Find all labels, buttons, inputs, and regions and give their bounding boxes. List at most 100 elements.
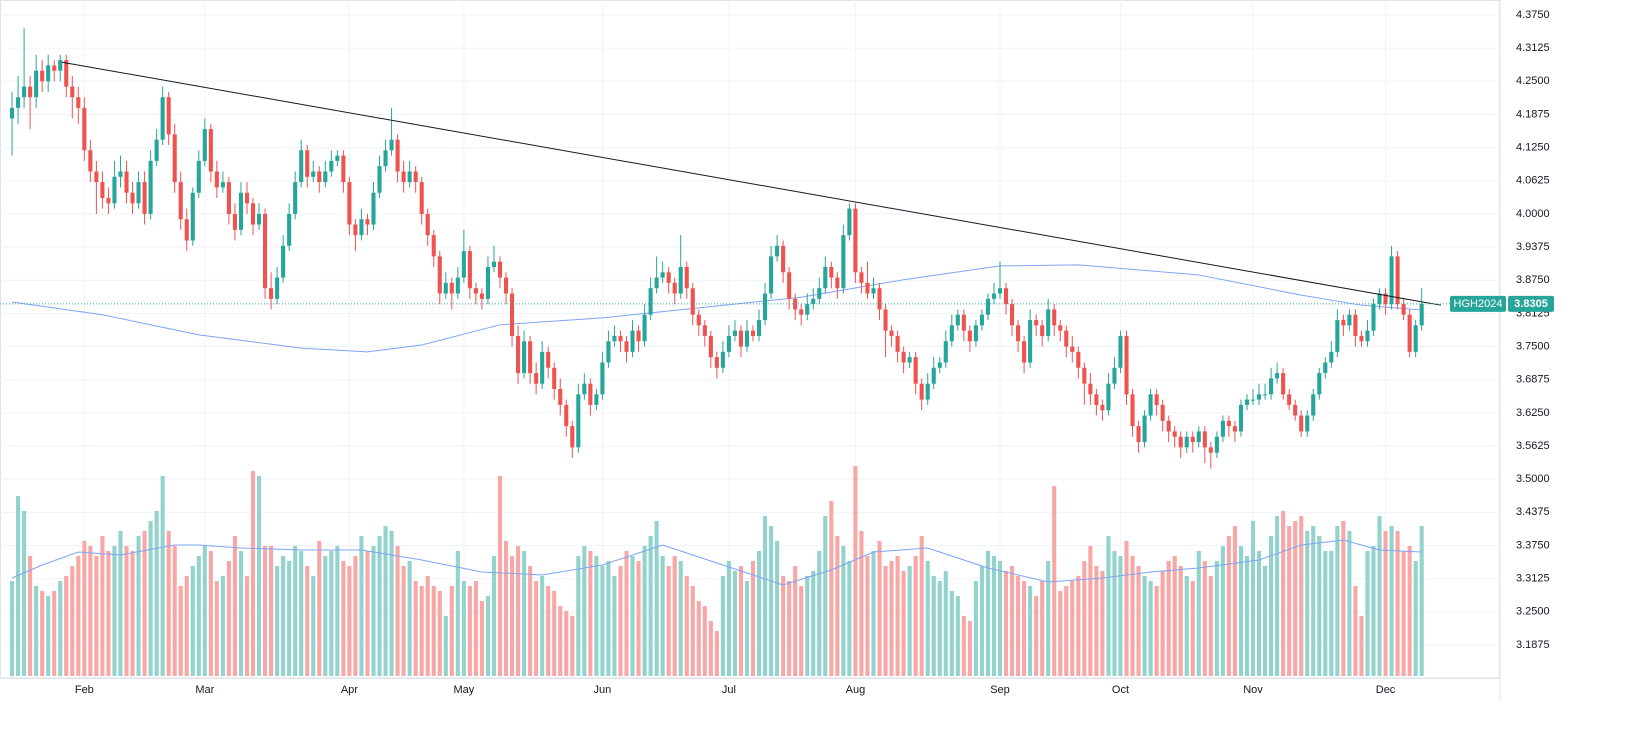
- volume-bar: [377, 536, 382, 676]
- candle-body: [1317, 373, 1322, 395]
- candle-body: [522, 341, 527, 374]
- volume-bar: [1238, 546, 1244, 676]
- x-tick-label: Jun: [594, 684, 612, 696]
- candle-body: [58, 60, 63, 71]
- candle-body: [263, 213, 268, 289]
- volume-bar: [919, 536, 924, 676]
- volume-bar: [1160, 571, 1165, 676]
- candle-body: [787, 272, 792, 299]
- symbol-label: HGH2024: [1454, 298, 1503, 310]
- candle-body: [112, 176, 117, 204]
- volume-bar: [1070, 581, 1075, 676]
- volume-bar: [847, 561, 852, 676]
- volume-bar: [281, 556, 286, 676]
- volume-bar: [510, 556, 515, 676]
- candle-body: [690, 288, 695, 315]
- y-tick-label: 3.7500: [1516, 340, 1550, 352]
- volume-bar: [973, 581, 978, 676]
- candle-body: [1293, 404, 1298, 416]
- volume-bar: [660, 556, 665, 676]
- candle-body: [64, 60, 69, 87]
- candle-body: [76, 97, 81, 108]
- volume-bar: [883, 566, 888, 676]
- volume-bar: [1082, 561, 1087, 676]
- volume-bar: [1058, 591, 1063, 676]
- candle-body: [202, 129, 207, 161]
- candle-body: [871, 288, 876, 294]
- volume-bar: [763, 516, 768, 676]
- candle-body: [238, 192, 244, 230]
- candle-body: [510, 293, 515, 336]
- volume-bar: [214, 581, 219, 676]
- candle-body: [130, 192, 135, 204]
- candle-body: [853, 208, 858, 273]
- candle-body: [985, 298, 990, 315]
- volume-bar: [1256, 551, 1262, 676]
- candle-body: [94, 171, 99, 183]
- candle-body: [172, 134, 177, 183]
- volume-bar: [383, 526, 388, 676]
- candle-body: [1178, 436, 1183, 448]
- candle-body: [907, 357, 912, 363]
- volume-bar: [1196, 551, 1201, 676]
- candle-body: [154, 139, 159, 161]
- volume-bar: [142, 531, 147, 676]
- candle-body: [473, 288, 478, 294]
- x-tick-label: Dec: [1376, 684, 1396, 696]
- volume-bar: [431, 586, 436, 676]
- candle-body: [1407, 314, 1412, 352]
- candle-body: [196, 160, 201, 193]
- candle-body: [528, 341, 533, 374]
- volume-bar: [997, 561, 1003, 676]
- candle-body: [1359, 335, 1364, 342]
- volume-bar: [955, 596, 960, 676]
- volume-bar: [503, 541, 509, 676]
- candle-body: [744, 330, 750, 347]
- candle-body: [287, 213, 292, 246]
- candle-body: [1094, 394, 1099, 405]
- volume-bar: [130, 551, 135, 676]
- volume-bar: [359, 536, 364, 676]
- candle-body: [1220, 420, 1225, 437]
- candle-body: [1419, 303, 1424, 326]
- price-ma-line: [11, 264, 1422, 353]
- candle-body: [443, 282, 448, 294]
- candle-body: [395, 139, 400, 172]
- y-tick-label: 4.0000: [1516, 208, 1550, 220]
- y-tick-label: 3.5625: [1516, 440, 1550, 452]
- volume-bar: [949, 591, 954, 676]
- volume-bar: [1293, 521, 1298, 676]
- volume-bar: [479, 601, 484, 676]
- volume-bar: [1184, 576, 1189, 676]
- candle-body: [558, 389, 563, 405]
- candle-body: [142, 182, 147, 214]
- candle-body: [756, 320, 762, 336]
- volume-bar: [582, 546, 587, 676]
- candle-body: [708, 335, 713, 358]
- volume-bar: [1010, 566, 1015, 676]
- candle-body: [232, 213, 237, 230]
- candle-body: [1010, 304, 1015, 326]
- candle-body: [305, 150, 310, 177]
- volume-bar: [1341, 521, 1346, 676]
- y-tick-label: 3.9375: [1516, 241, 1550, 253]
- candle-body: [1238, 404, 1244, 432]
- candle-body: [648, 288, 653, 315]
- volume-bar: [1329, 551, 1334, 676]
- volume-bar: [299, 551, 304, 676]
- candle-body: [431, 235, 436, 257]
- y-tick-label: 4.1875: [1516, 108, 1550, 120]
- volume-bar: [967, 621, 972, 676]
- volume-bar: [1371, 546, 1376, 676]
- volume-bar: [1275, 516, 1280, 676]
- candle-body: [106, 198, 111, 204]
- candle-body: [642, 314, 647, 342]
- candle-body: [40, 70, 45, 82]
- candle-body: [419, 182, 424, 214]
- volume-bar: [1154, 586, 1159, 676]
- candle-body: [1395, 256, 1400, 305]
- candle-body: [485, 266, 490, 299]
- volume-bar: [1076, 576, 1081, 676]
- volume-bar: [576, 556, 581, 676]
- candle-body: [70, 86, 75, 98]
